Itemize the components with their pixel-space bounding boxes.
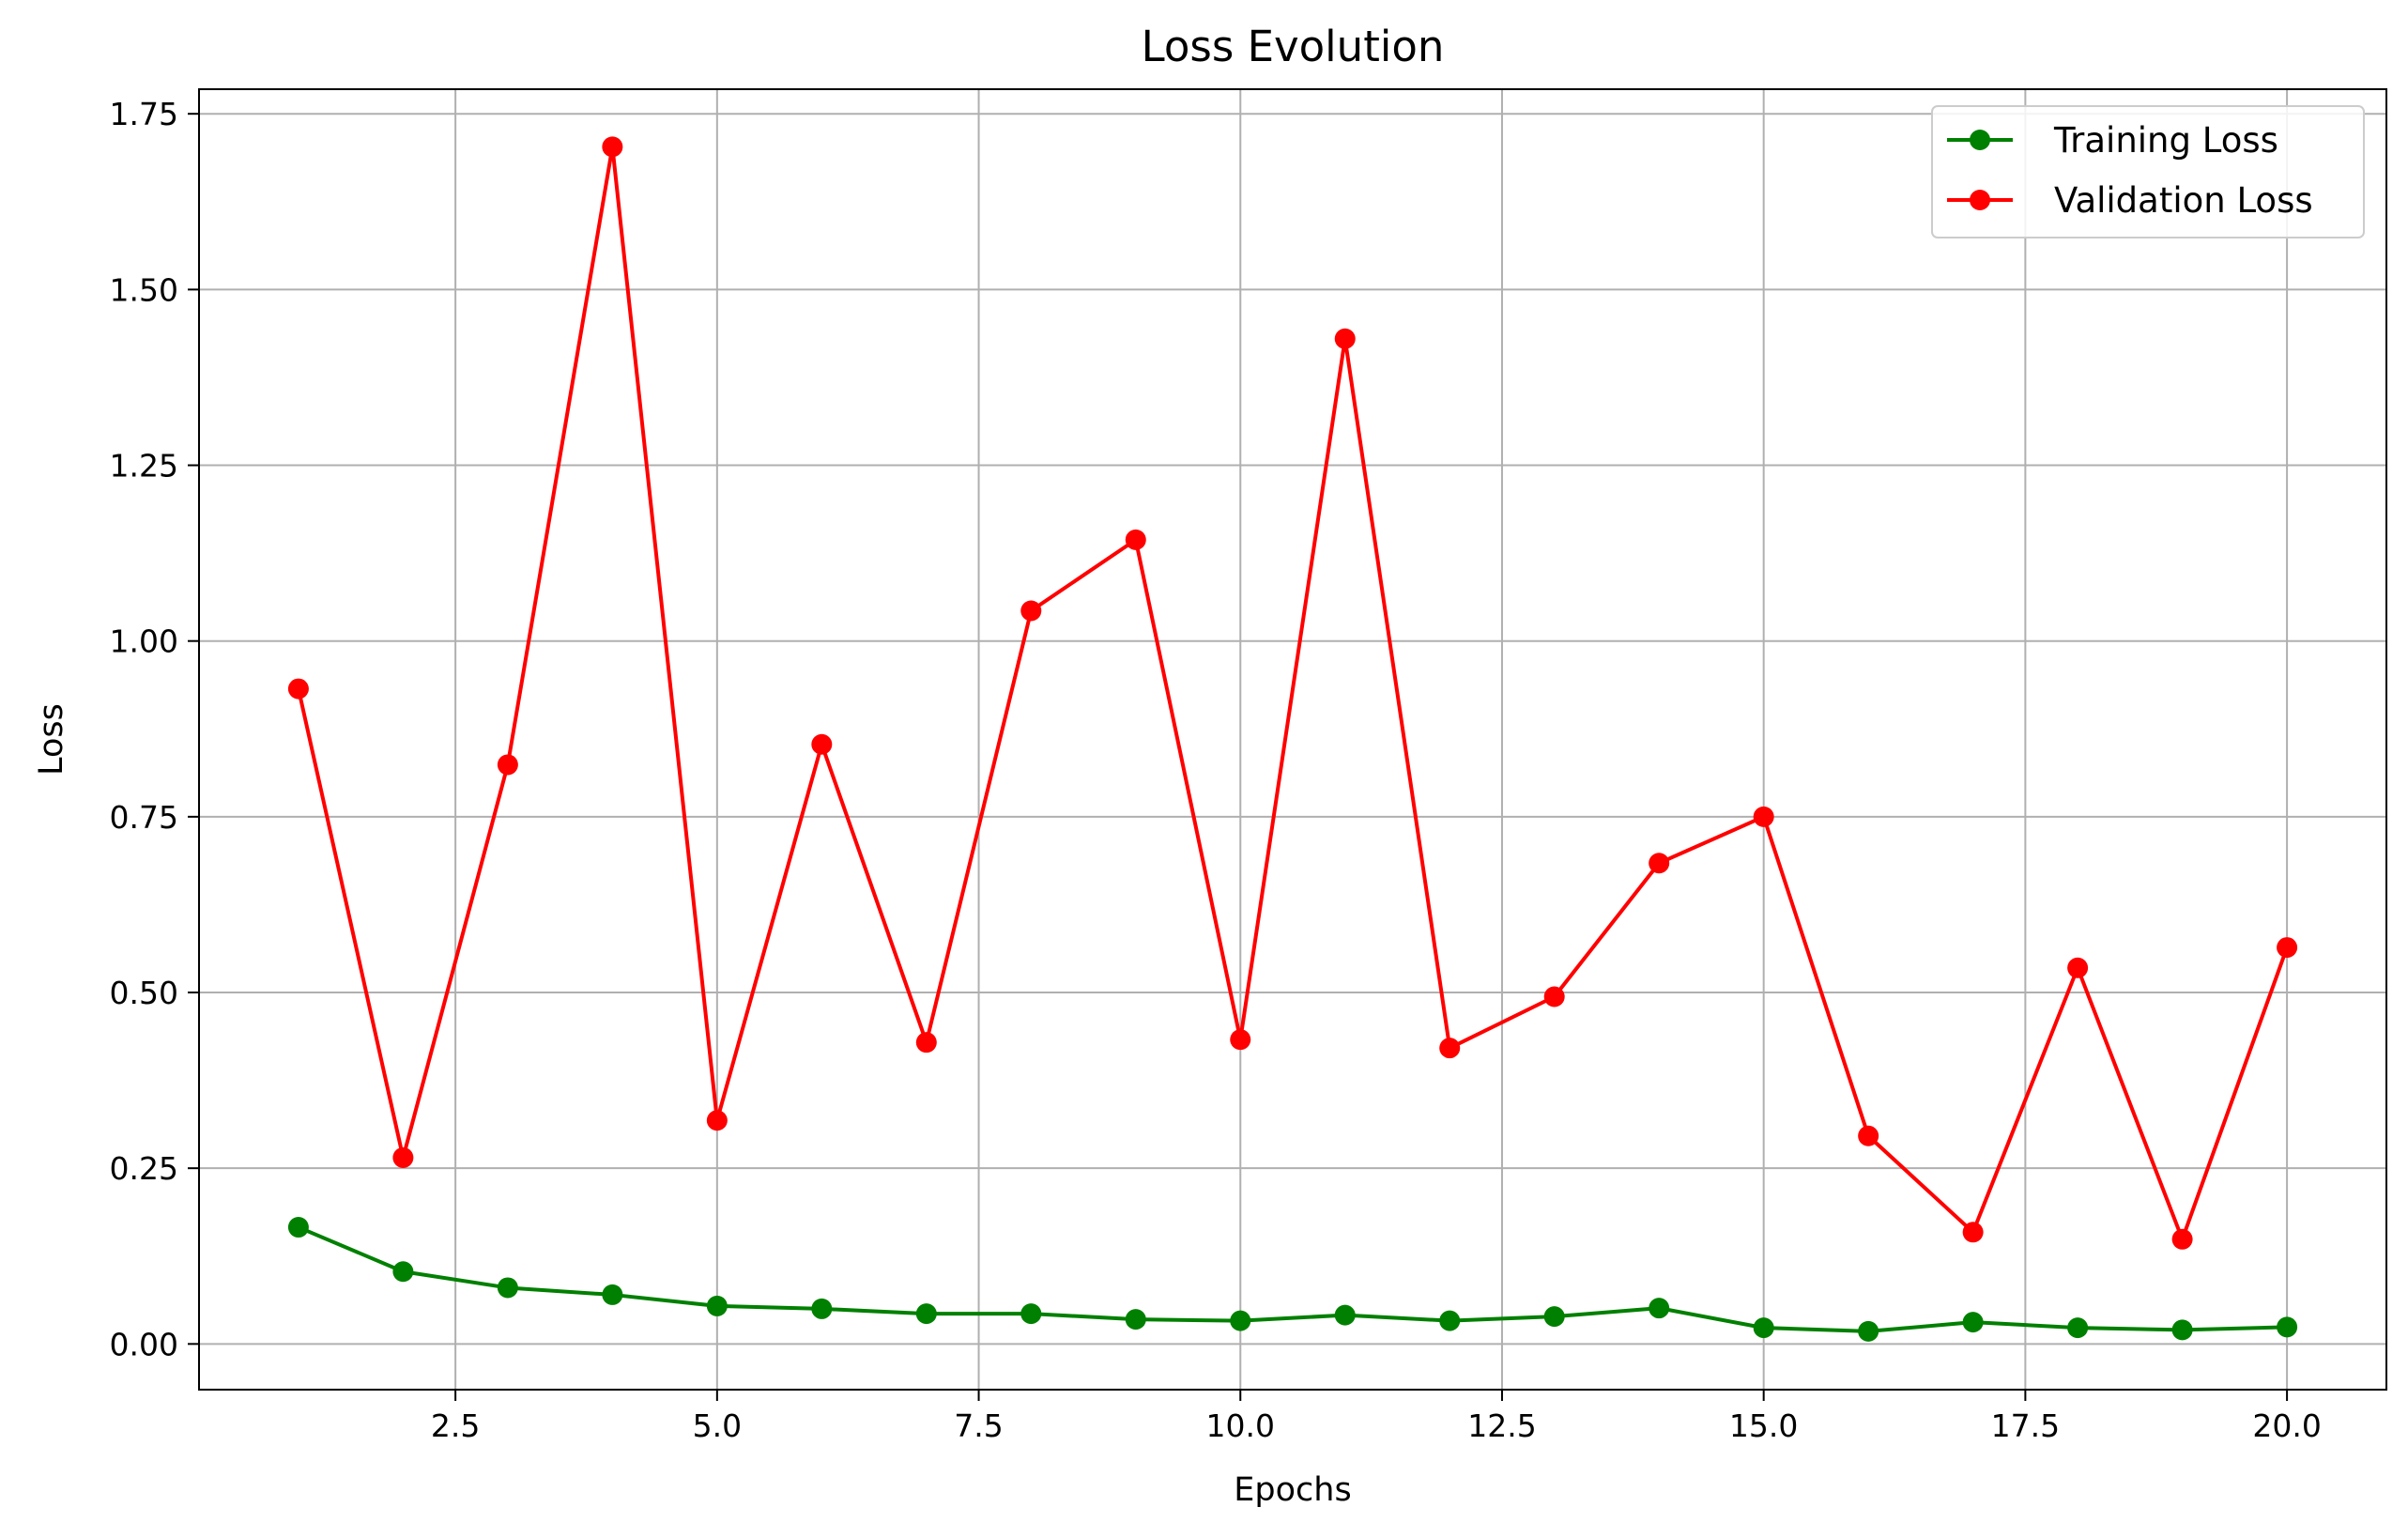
y-tick-label: 0.75 [110, 799, 178, 836]
training-loss-point [1962, 1312, 1984, 1333]
legend-swatch-marker [1970, 190, 1990, 210]
training-loss-point [1753, 1317, 1774, 1339]
x-axis-title: Epochs [1234, 1471, 1351, 1509]
validation-loss-point [1020, 600, 1042, 622]
validation-loss-point [1649, 853, 1670, 874]
y-tick-label: 0.25 [110, 1150, 178, 1187]
x-tick-label: 20.0 [2252, 1407, 2321, 1444]
grid-lines [199, 89, 2386, 1390]
validation-loss-point [2171, 1228, 2193, 1250]
validation-loss-point [602, 136, 623, 158]
training-loss-point [1649, 1298, 1670, 1319]
training-loss-line [298, 1225, 2288, 1333]
x-tick-label: 12.5 [1467, 1407, 1536, 1444]
series-layer [287, 136, 2298, 1342]
y-tick-label: 1.75 [110, 96, 178, 132]
legend-item-validation-loss: Validation Loss [1947, 180, 2313, 221]
training-loss-series [287, 1217, 2298, 1342]
legend-item-training-loss: Training Loss [1947, 120, 2278, 161]
legend-label: Training Loss [2053, 120, 2278, 161]
legend-box [1931, 105, 2365, 238]
validation-loss-point [706, 1110, 728, 1131]
y-tick-label: 1.50 [110, 271, 178, 308]
legend-label: Validation Loss [2054, 180, 2313, 221]
validation-loss-point [1858, 1125, 1879, 1146]
validation-loss-point [1753, 806, 1774, 827]
training-loss-point [497, 1277, 518, 1299]
training-loss-point [1858, 1320, 1879, 1342]
legend: Training Loss Validation Loss [1931, 105, 2365, 238]
training-loss-point [2277, 1316, 2298, 1338]
validation-loss-point [2277, 937, 2298, 959]
training-loss-point [287, 1217, 309, 1238]
y-tick-label: 0.00 [110, 1326, 178, 1362]
training-loss-point [1334, 1304, 1356, 1326]
validation-loss-point [1125, 529, 1146, 550]
y-tick-label: 1.00 [110, 623, 178, 660]
x-tick-label: 5.0 [693, 1407, 742, 1444]
x-tick-label: 2.5 [431, 1407, 480, 1444]
validation-loss-point [915, 1032, 937, 1054]
x-tick-label: 7.5 [954, 1407, 1003, 1444]
training-loss-point [2171, 1319, 2193, 1341]
y-axis-title: Loss [33, 703, 70, 776]
x-tick-label: 17.5 [1991, 1407, 2060, 1444]
validation-loss-point [287, 678, 309, 700]
training-loss-point [602, 1284, 623, 1305]
training-loss-point [811, 1298, 833, 1319]
training-loss-point [915, 1303, 937, 1325]
y-tick-label: 1.25 [110, 448, 178, 484]
training-loss-point [1543, 1306, 1565, 1328]
validation-loss-point [1230, 1029, 1251, 1051]
training-loss-point [706, 1295, 728, 1316]
axis-ticks: 2.5 5.0 7.5 10.0 12.5 15.0 17.5 20.0 0.00 0.25 0.5… [110, 96, 2322, 1444]
validation-loss-point [1962, 1222, 1984, 1243]
validation-loss-line [296, 145, 2289, 1241]
validation-loss-point [497, 754, 518, 776]
training-loss-point [2067, 1317, 2089, 1339]
validation-loss-point [1543, 986, 1565, 1007]
validation-loss-point [811, 733, 833, 755]
plot-frame [198, 88, 2387, 1391]
y-tick-label: 0.50 [110, 975, 178, 1011]
legend-swatch-marker [1970, 130, 1990, 150]
x-tick-label: 10.0 [1206, 1407, 1275, 1444]
validation-loss-point [1334, 328, 1356, 349]
chart-title: Loss Evolution [1142, 22, 1445, 71]
training-loss-point [1230, 1310, 1251, 1331]
training-loss-point [1020, 1303, 1042, 1325]
validation-loss-point [2067, 957, 2089, 978]
training-loss-point [392, 1261, 414, 1283]
validation-loss-point [1439, 1038, 1461, 1059]
x-tick-label: 15.0 [1729, 1407, 1798, 1444]
training-loss-point [1125, 1309, 1146, 1330]
training-loss-point [1439, 1310, 1461, 1331]
validation-loss-series [287, 136, 2298, 1250]
validation-loss-point [392, 1146, 414, 1168]
